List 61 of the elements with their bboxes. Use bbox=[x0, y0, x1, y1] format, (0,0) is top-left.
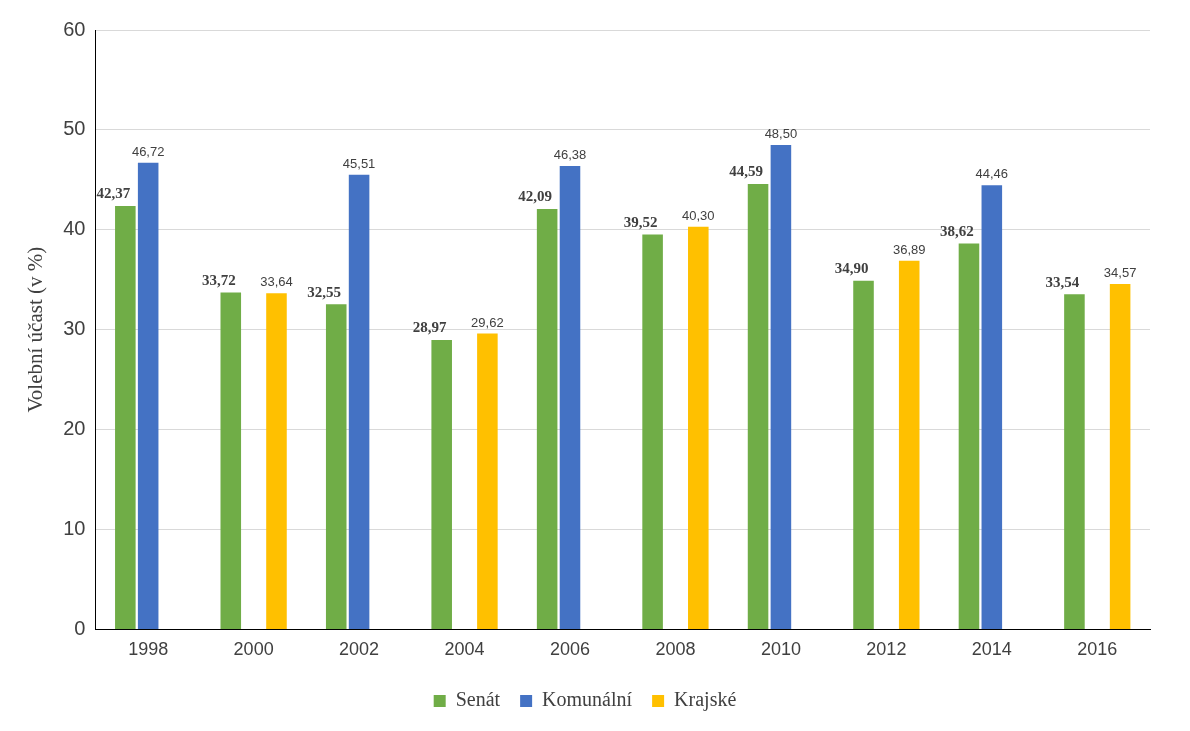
data-label: 40,30 bbox=[682, 207, 715, 223]
data-label: 46,38 bbox=[553, 147, 587, 163]
data-label: 38,62 bbox=[940, 222, 974, 239]
x-tick-label: 2010 bbox=[760, 639, 801, 660]
bar bbox=[536, 208, 558, 629]
x-tick-label: 2012 bbox=[866, 639, 907, 660]
data-label: 34,57 bbox=[1103, 265, 1137, 281]
data-label: 32,55 bbox=[307, 283, 342, 300]
data-label: 45,51 bbox=[342, 155, 376, 171]
data-label: 44,59 bbox=[729, 163, 763, 180]
data-label: 48,50 bbox=[764, 125, 798, 141]
bar bbox=[115, 206, 136, 629]
data-label: 33,54 bbox=[1045, 273, 1080, 290]
x-tick-label: 2008 bbox=[655, 639, 696, 660]
data-label: 33,72 bbox=[201, 271, 236, 288]
data-label: 46,72 bbox=[131, 143, 165, 159]
y-tick-label: 20 bbox=[63, 417, 86, 440]
bar bbox=[1109, 284, 1131, 629]
x-tick-label: 1998 bbox=[128, 639, 169, 660]
y-tick-label: 60 bbox=[63, 17, 86, 40]
data-label: 29,62 bbox=[471, 314, 504, 330]
legend-label: Senát bbox=[455, 688, 501, 711]
bar bbox=[688, 226, 709, 629]
bar bbox=[958, 243, 980, 629]
bar bbox=[325, 304, 347, 629]
bar bbox=[898, 260, 920, 629]
data-label: 42,37 bbox=[96, 185, 131, 202]
bar bbox=[266, 293, 287, 629]
data-label: 33,64 bbox=[260, 274, 293, 290]
x-tick-label: 2002 bbox=[339, 639, 380, 660]
y-tick-label: 10 bbox=[63, 517, 86, 540]
x-tick-label: 2000 bbox=[233, 639, 274, 660]
data-label: 34,90 bbox=[834, 260, 869, 277]
bar bbox=[1064, 294, 1085, 629]
y-tick-label: 0 bbox=[74, 616, 86, 639]
data-label: 28,97 bbox=[412, 319, 448, 336]
bar bbox=[981, 185, 1003, 629]
x-tick-label: 2006 bbox=[549, 639, 591, 660]
y-tick-label: 30 bbox=[63, 317, 86, 340]
y-tick-label: 40 bbox=[63, 217, 86, 240]
bar bbox=[747, 183, 769, 629]
bar bbox=[642, 234, 663, 629]
legend-label: Krajské bbox=[674, 688, 737, 712]
bar bbox=[559, 166, 581, 629]
data-label: 42,09 bbox=[518, 188, 553, 205]
bar bbox=[853, 280, 874, 629]
y-tick-label: 50 bbox=[63, 117, 86, 140]
bar bbox=[137, 162, 159, 629]
data-label: 44,46 bbox=[975, 166, 1009, 182]
bar bbox=[220, 292, 242, 629]
bar bbox=[477, 333, 498, 629]
legend-label: Komunální bbox=[542, 688, 633, 711]
x-tick-label: 2014 bbox=[971, 639, 1012, 660]
y-axis-title: Volební účast (v %) bbox=[23, 246, 48, 413]
data-label: 39,52 bbox=[623, 213, 658, 230]
bar bbox=[431, 339, 452, 629]
bar bbox=[348, 174, 370, 629]
x-tick-label: 2004 bbox=[444, 639, 485, 660]
data-label: 36,89 bbox=[892, 241, 926, 257]
bar bbox=[770, 144, 792, 629]
x-tick-label: 2016 bbox=[1077, 639, 1118, 660]
